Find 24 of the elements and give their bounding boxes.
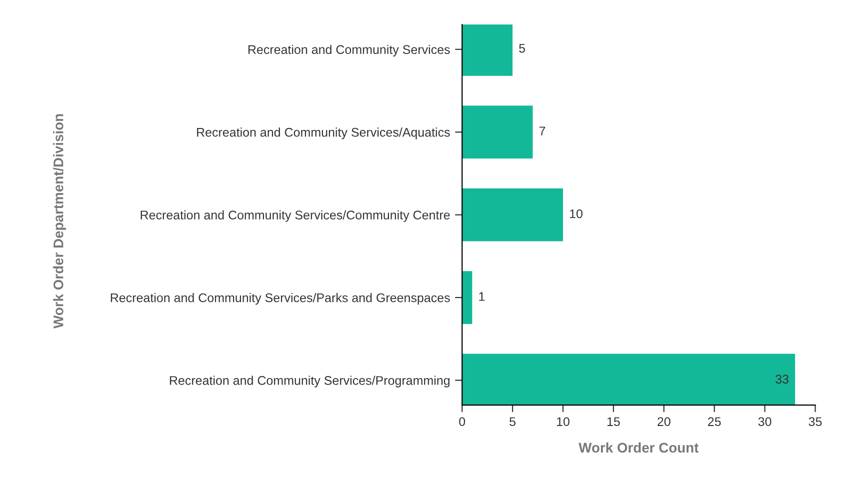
x-tick-label: 15 xyxy=(607,417,620,426)
y-tick-label: Recreation and Community Services xyxy=(248,44,450,56)
bar xyxy=(462,354,796,406)
data-label: 10 xyxy=(570,209,582,218)
x-tick-label: 25 xyxy=(708,417,721,426)
bar xyxy=(462,106,533,159)
y-tick-label: Recreation and Community Services/Community Centre xyxy=(140,210,450,222)
x-tick-label: 10 xyxy=(557,417,570,426)
y-tick-label: Recreation and Community Services/Parks and Greenspaces xyxy=(110,293,450,305)
bar xyxy=(462,188,563,242)
y-tick-label: Recreation and Community Services/Aquatics xyxy=(197,128,450,140)
data-label: 7 xyxy=(539,126,546,136)
x-tick-label: 5 xyxy=(510,417,516,426)
x-tick-label: 20 xyxy=(658,417,670,426)
x-tick-label: 0 xyxy=(459,417,466,426)
x-tick-label: 35 xyxy=(808,417,822,426)
data-label: 5 xyxy=(519,44,526,53)
data-label: 33 xyxy=(776,374,788,384)
data-label: 1 xyxy=(479,292,485,301)
x-axis-title: Work Order Count xyxy=(578,442,699,453)
y-axis-title: Work Order Department/Division xyxy=(53,114,66,328)
x-tick-label: 30 xyxy=(758,417,772,426)
y-tick-label: Recreation and Community Services/Programming xyxy=(170,376,450,388)
bar xyxy=(462,271,472,324)
